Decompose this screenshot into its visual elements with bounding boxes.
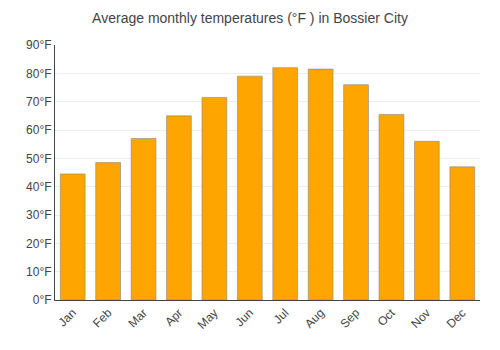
svg-text:Sep: Sep [337, 306, 362, 331]
svg-text:Apr: Apr [162, 306, 185, 329]
svg-text:Nov: Nov [408, 306, 433, 331]
svg-text:70°F: 70°F [26, 95, 51, 109]
svg-text:90°F: 90°F [26, 38, 51, 52]
svg-text:May: May [195, 306, 221, 332]
svg-text:Dec: Dec [444, 306, 469, 331]
svg-text:Average monthly temperatures (: Average monthly temperatures (°F ) in Bo… [92, 10, 408, 26]
svg-text:80°F: 80°F [26, 67, 51, 81]
svg-text:Feb: Feb [90, 306, 115, 331]
svg-text:30°F: 30°F [26, 208, 51, 222]
svg-text:Aug: Aug [302, 306, 327, 331]
svg-text:60°F: 60°F [26, 123, 51, 137]
svg-text:Jun: Jun [233, 306, 257, 330]
svg-text:40°F: 40°F [26, 180, 51, 194]
svg-text:Oct: Oct [375, 305, 399, 329]
svg-text:Jan: Jan [55, 306, 79, 330]
svg-text:Mar: Mar [125, 306, 150, 331]
svg-text:50°F: 50°F [26, 152, 51, 166]
svg-text:20°F: 20°F [26, 237, 51, 251]
svg-text:10°F: 10°F [26, 265, 51, 279]
svg-text:0°F: 0°F [33, 293, 52, 307]
svg-text:Jul: Jul [271, 306, 292, 327]
